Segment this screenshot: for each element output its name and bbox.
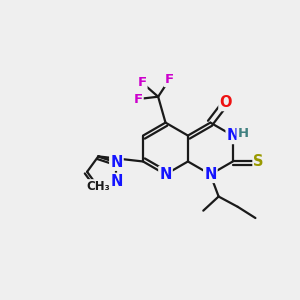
Text: F: F: [134, 93, 143, 106]
Text: CH₃: CH₃: [86, 180, 110, 193]
Text: O: O: [219, 95, 232, 110]
Text: H: H: [238, 127, 249, 140]
Text: S: S: [254, 154, 264, 169]
Text: N: N: [110, 155, 123, 170]
Text: F: F: [137, 76, 146, 89]
Text: N: N: [226, 128, 239, 143]
Text: N: N: [159, 167, 172, 182]
Text: N: N: [110, 174, 123, 189]
Text: N: N: [204, 167, 217, 182]
Text: F: F: [165, 73, 174, 86]
